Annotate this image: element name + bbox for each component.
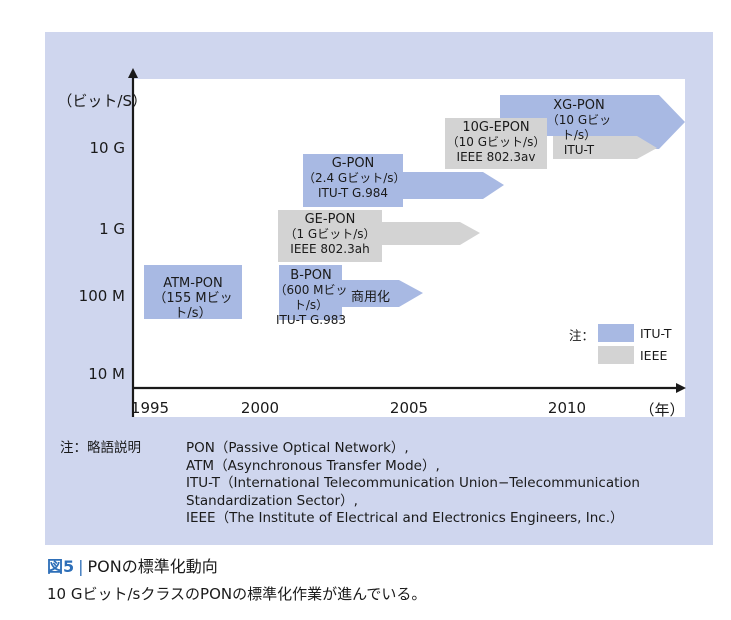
figure-number: 図5: [47, 557, 75, 576]
xg-pon-label: XG-PON （10 Gビット/s） ITU-T: [546, 98, 612, 157]
note-line: PON（Passive Optical Network）,: [186, 440, 409, 456]
10g-epon-label: 10G-EPON （10 Gビット/s） IEEE 802.3av: [446, 120, 546, 164]
note-line: Standardization Sector）,: [186, 492, 358, 509]
b-pon-arrow: [279, 265, 423, 320]
x-axis-unit: （年）: [639, 401, 685, 419]
10g-epon-box: [445, 118, 547, 169]
ge-pon-label: GE-PON （1 Gビット/s） IEEE 802.3ah: [284, 212, 376, 256]
x-axis-arrowhead: [676, 383, 686, 393]
figure-title: PONの標準化動向: [87, 557, 218, 576]
figure-caption: 図5 | PONの標準化動向: [47, 553, 218, 577]
x-tick-2000: 2000: [240, 399, 280, 417]
y-axis-unit: （ビット/S）: [57, 92, 147, 110]
b-pon-commercial-note: 商用化: [351, 290, 391, 305]
figure-panel: （ビット/S） 10 G 1 G 100 M 10 M 1995 2000 20…: [45, 32, 713, 545]
chart-canvas: [128, 68, 686, 417]
legend-swatch-itu-t: [598, 324, 634, 342]
caption-separator: |: [78, 557, 84, 576]
y-tick-10m: 10 M: [88, 365, 125, 383]
x-tick-2005: 2005: [389, 399, 429, 417]
y-tick-100m: 100 M: [78, 287, 125, 305]
note-line: ATM（Asynchronous Transfer Mode）,: [186, 457, 440, 474]
legend-label-itu-t: ITU-T: [640, 326, 672, 341]
ge-pon-arrow: [278, 210, 480, 262]
b-pon-label: B-PON （600 Mビット/s） ITU-T G.983: [274, 268, 348, 327]
atm-pon-box: [144, 265, 242, 319]
notes-prefix: 注：略語説明: [60, 440, 141, 456]
y-tick-1g: 1 G: [99, 220, 125, 238]
legend-label-ieee: IEEE: [640, 348, 668, 363]
g-pon-arrow: [303, 154, 504, 207]
x-tick-1995: 1995: [130, 399, 170, 417]
y-axis-arrowhead: [128, 68, 138, 78]
y-tick-10g: 10 G: [89, 139, 125, 157]
note-line: IEEE（The Institute of Electrical and Ele…: [186, 510, 624, 526]
note-line: ITU-T（International Telecommunication Un…: [186, 475, 640, 491]
x-tick-2010: 2010: [547, 399, 587, 417]
ieee-10g-arrow: [553, 136, 657, 159]
atm-pon-label: ATM-PON （155 Mビット/s）: [153, 276, 233, 321]
legend-swatch-ieee: [598, 346, 634, 364]
figure-subtitle: 10 Gビット/sクラスのPONの標準化作業が進んでいる。: [47, 585, 427, 603]
g-pon-label: G-PON （2.4 Gビット/s） ITU-T G.984: [303, 156, 406, 200]
legend-prefix: 注：: [569, 328, 595, 343]
